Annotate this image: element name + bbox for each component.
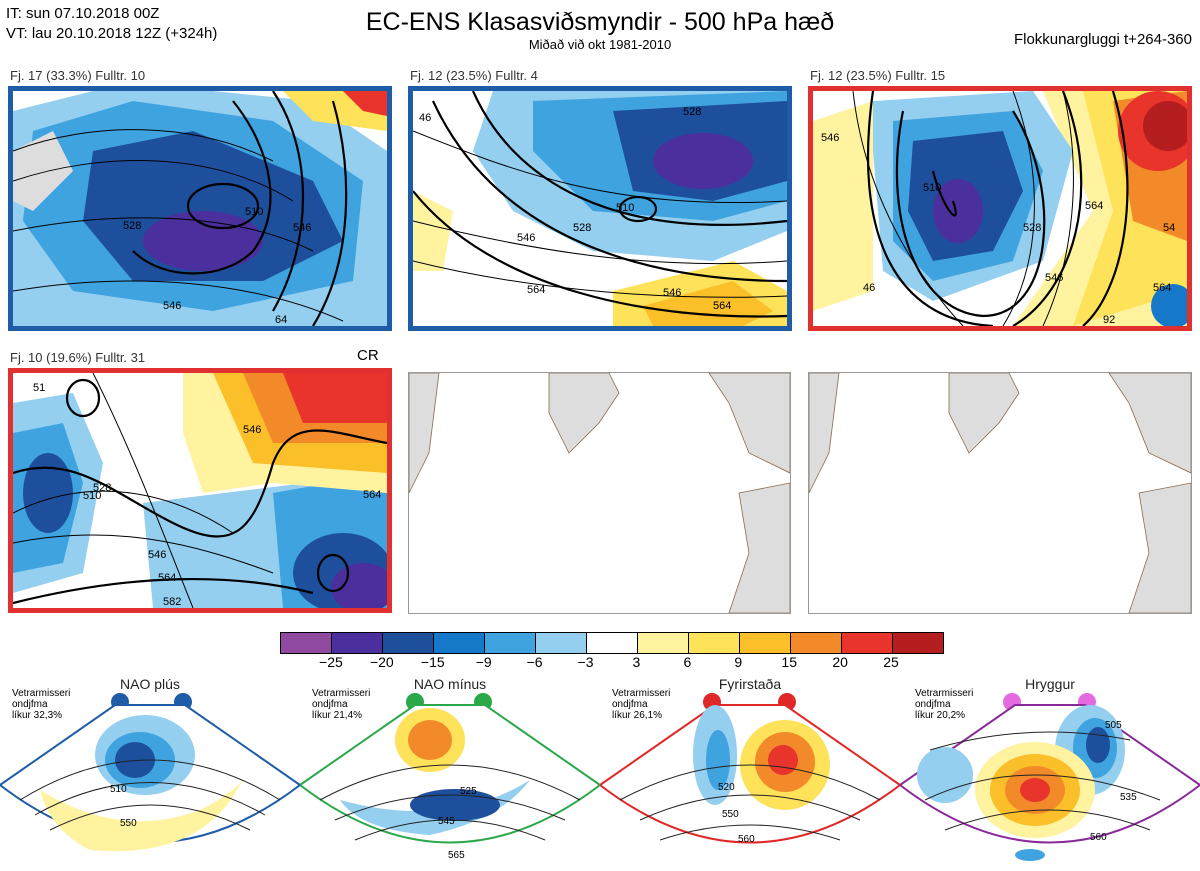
colorbar-swatch (383, 633, 434, 653)
regime-4-map: 505 535 560 (900, 693, 1200, 861)
contour-label: 51 (33, 382, 45, 394)
regime-1-note: Vetrarmisseri ondjfma líkur 32,3% (12, 688, 71, 721)
colorbar-swatch (638, 633, 689, 653)
colorbar-tick-label: −20 (369, 654, 394, 670)
regime-3-map: 520 550 560 (600, 693, 900, 845)
contour-label: 564 (363, 489, 381, 501)
regime-2-map: 525 545 565 (300, 693, 600, 861)
colorbar-swatch (791, 633, 842, 653)
colorbar (280, 632, 944, 654)
contour-label: 546 (163, 300, 181, 312)
colorbar-swatch (689, 633, 740, 653)
colorbar-tick-label: 9 (734, 654, 743, 670)
colorbar-tick-label: 6 (683, 654, 692, 670)
contour-label: 582 (163, 596, 181, 608)
cluster-map-4: 510 528 546 546 564 564 582 51 (8, 368, 392, 613)
svg-text:560: 560 (1090, 832, 1107, 843)
contour-label: 528 (1023, 222, 1041, 234)
regime-strip: Vetrarmisseri ondjfma líkur 32,3% NAO plús… (0, 676, 1200, 871)
colorbar-ticks: −25 −20 −15 −9 −6 −3 3 6 9 15 20 25 (280, 654, 942, 672)
colorbar-tick-label: −25 (319, 654, 343, 670)
empty-map-2 (808, 372, 1192, 614)
contour-label: 564 (527, 284, 545, 296)
svg-text:560: 560 (738, 834, 755, 845)
regime-4-title: Hryggur (1025, 676, 1075, 692)
page-subtitle: Miðað við okt 1981-2010 (528, 37, 672, 52)
panel-3-label: Fj. 12 (23.5%) Fulltr. 15 (810, 68, 946, 83)
panel-4-cr-tag: CR (357, 347, 379, 364)
svg-text:545: 545 (438, 816, 455, 827)
contour-label: 564 (1085, 200, 1103, 212)
contour-label: 564 (1153, 282, 1171, 294)
contour-label: 92 (1103, 314, 1115, 326)
colorbar-tick-label: −15 (420, 654, 445, 670)
contour-label: 546 (1045, 272, 1063, 284)
panel-2-label: Fj. 12 (23.5%) Fulltr. 4 (410, 68, 538, 83)
colorbar-swatch (332, 633, 383, 653)
colorbar-tick-label: 25 (883, 654, 899, 670)
colorbar-swatch (842, 633, 893, 653)
regime-2-title: NAO mínus (413, 676, 487, 692)
contour-label: 546 (148, 549, 166, 561)
contour-label: 64 (275, 314, 287, 326)
contour-label: 510 (83, 490, 101, 502)
initial-time: IT: sun 07.10.2018 00Z (6, 5, 160, 22)
page-title: EC-ENS Klasasviðsmyndir - 500 hPa hæð (365, 8, 835, 36)
svg-text:565: 565 (448, 850, 465, 861)
colorbar-swatch (485, 633, 536, 653)
contour-label: 528 (683, 106, 701, 118)
contour-label: 546 (517, 232, 535, 244)
contour-label: 46 (863, 282, 875, 294)
contour-label: 54 (1163, 222, 1175, 234)
colorbar-tick-label: 3 (632, 654, 641, 670)
contour-label: 528 (123, 220, 141, 232)
colorbar-tick-label: −9 (475, 654, 492, 670)
contour-label: 528 (573, 222, 591, 234)
svg-text:505: 505 (1105, 720, 1122, 731)
header-info: IT: sun 07.10.2018 00Z VT: lau 20.10.201… (6, 4, 217, 44)
regime-3-note: Vetrarmisseri ondjfma líkur 26,1% (612, 688, 671, 721)
colorbar-tick-label: −6 (526, 654, 543, 670)
valid-time: VT: lau 20.10.2018 12Z (+324h) (6, 25, 218, 42)
cluster-map-2: 510 528 528 546 546 564 564 46 (408, 86, 792, 331)
svg-text:550: 550 (120, 818, 137, 829)
colorbar-swatch (434, 633, 485, 653)
contour-label: 546 (243, 424, 261, 436)
contour-label: 564 (158, 572, 176, 584)
colorbar-swatch (587, 633, 638, 653)
regime-1-title: NAO plús (120, 676, 180, 692)
colorbar-tick-label: 20 (832, 654, 848, 670)
cluster-map-3: 510 528 546 546 564 564 46 54 92 (808, 86, 1192, 331)
colorbar-swatch (281, 633, 332, 653)
contour-label: 510 (245, 206, 263, 218)
contour-label: 510 (616, 202, 634, 214)
cluster-map-1: 510 528 546 546 64 (8, 86, 392, 331)
classification-window: Flokkunargluggi t+264-360 (1013, 31, 1192, 48)
svg-text:520: 520 (718, 782, 735, 793)
colorbar-tick-label: −3 (577, 654, 594, 670)
colorbar-swatch (893, 633, 943, 653)
contour-label: 546 (293, 222, 311, 234)
panel-4-label: Fj. 10 (19.6%) Fulltr. 31 (10, 350, 146, 365)
contour-label: 528 (93, 482, 111, 494)
regime-2-note: Vetrarmisseri ondjfma líkur 21,4% (312, 688, 371, 721)
contour-label: 546 (663, 287, 681, 299)
regime-1-map: 510 550 (0, 693, 300, 852)
contour-label: 46 (419, 112, 431, 124)
svg-text:525: 525 (460, 786, 477, 797)
contour-label: 510 (923, 182, 941, 194)
empty-map-1 (408, 372, 791, 614)
panel-1-label: Fj. 17 (33.3%) Fulltr. 10 (10, 68, 146, 83)
svg-text:550: 550 (722, 809, 739, 820)
svg-text:535: 535 (1120, 792, 1137, 803)
colorbar-tick-label: 15 (781, 654, 798, 670)
contour-label: 546 (821, 132, 839, 144)
contour-label: 564 (713, 300, 731, 312)
colorbar-swatch (740, 633, 791, 653)
colorbar-swatch (536, 633, 587, 653)
regime-4-note: Vetrarmisseri ondjfma líkur 20,2% (915, 688, 974, 721)
regime-3-title: Fyrirstaða (718, 676, 782, 692)
svg-text:510: 510 (110, 784, 127, 795)
